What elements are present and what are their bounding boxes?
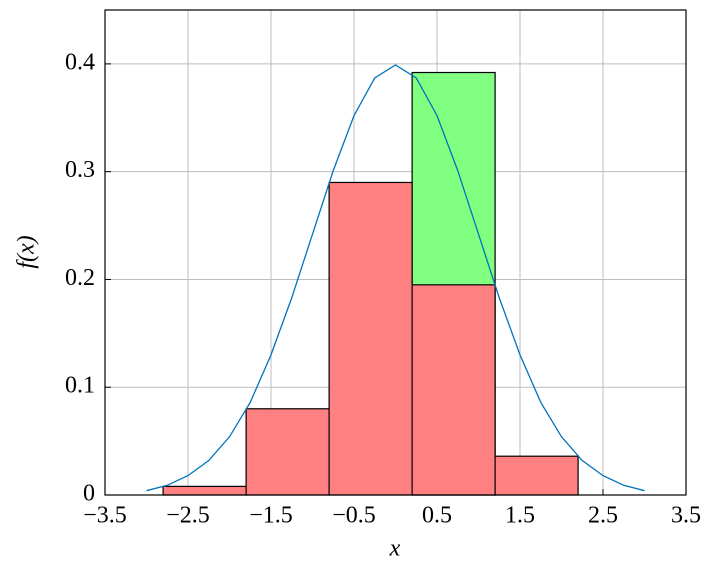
x-tick-label: 0.5 (422, 503, 452, 529)
x-tick-label: −0.5 (332, 503, 376, 529)
x-tick-label: −1.5 (249, 503, 293, 529)
y-tick-label: 0.1 (65, 373, 95, 399)
density-curve (146, 64, 645, 492)
y-tick-label: 0 (83, 481, 95, 507)
y-tick-label: 0.3 (65, 157, 95, 183)
histogram-bar (411, 284, 496, 496)
histogram-bar (494, 455, 579, 496)
histogram-bar (328, 181, 413, 496)
histogram-bar (162, 485, 247, 496)
x-tick-label: 3.5 (671, 503, 701, 529)
x-tick-label: −2.5 (166, 503, 210, 529)
y-tick-label: 0.2 (65, 265, 95, 291)
y-axis-label: f(x) (14, 235, 40, 268)
x-axis-label: x (389, 536, 401, 562)
x-tick-label: 2.5 (588, 503, 618, 529)
histogram-bar (245, 408, 330, 496)
x-tick-label: 1.5 (505, 503, 535, 529)
plot-frame (104, 9, 687, 496)
y-tick-label: 0.4 (65, 49, 95, 75)
x-tick-label: −3.5 (83, 503, 127, 529)
